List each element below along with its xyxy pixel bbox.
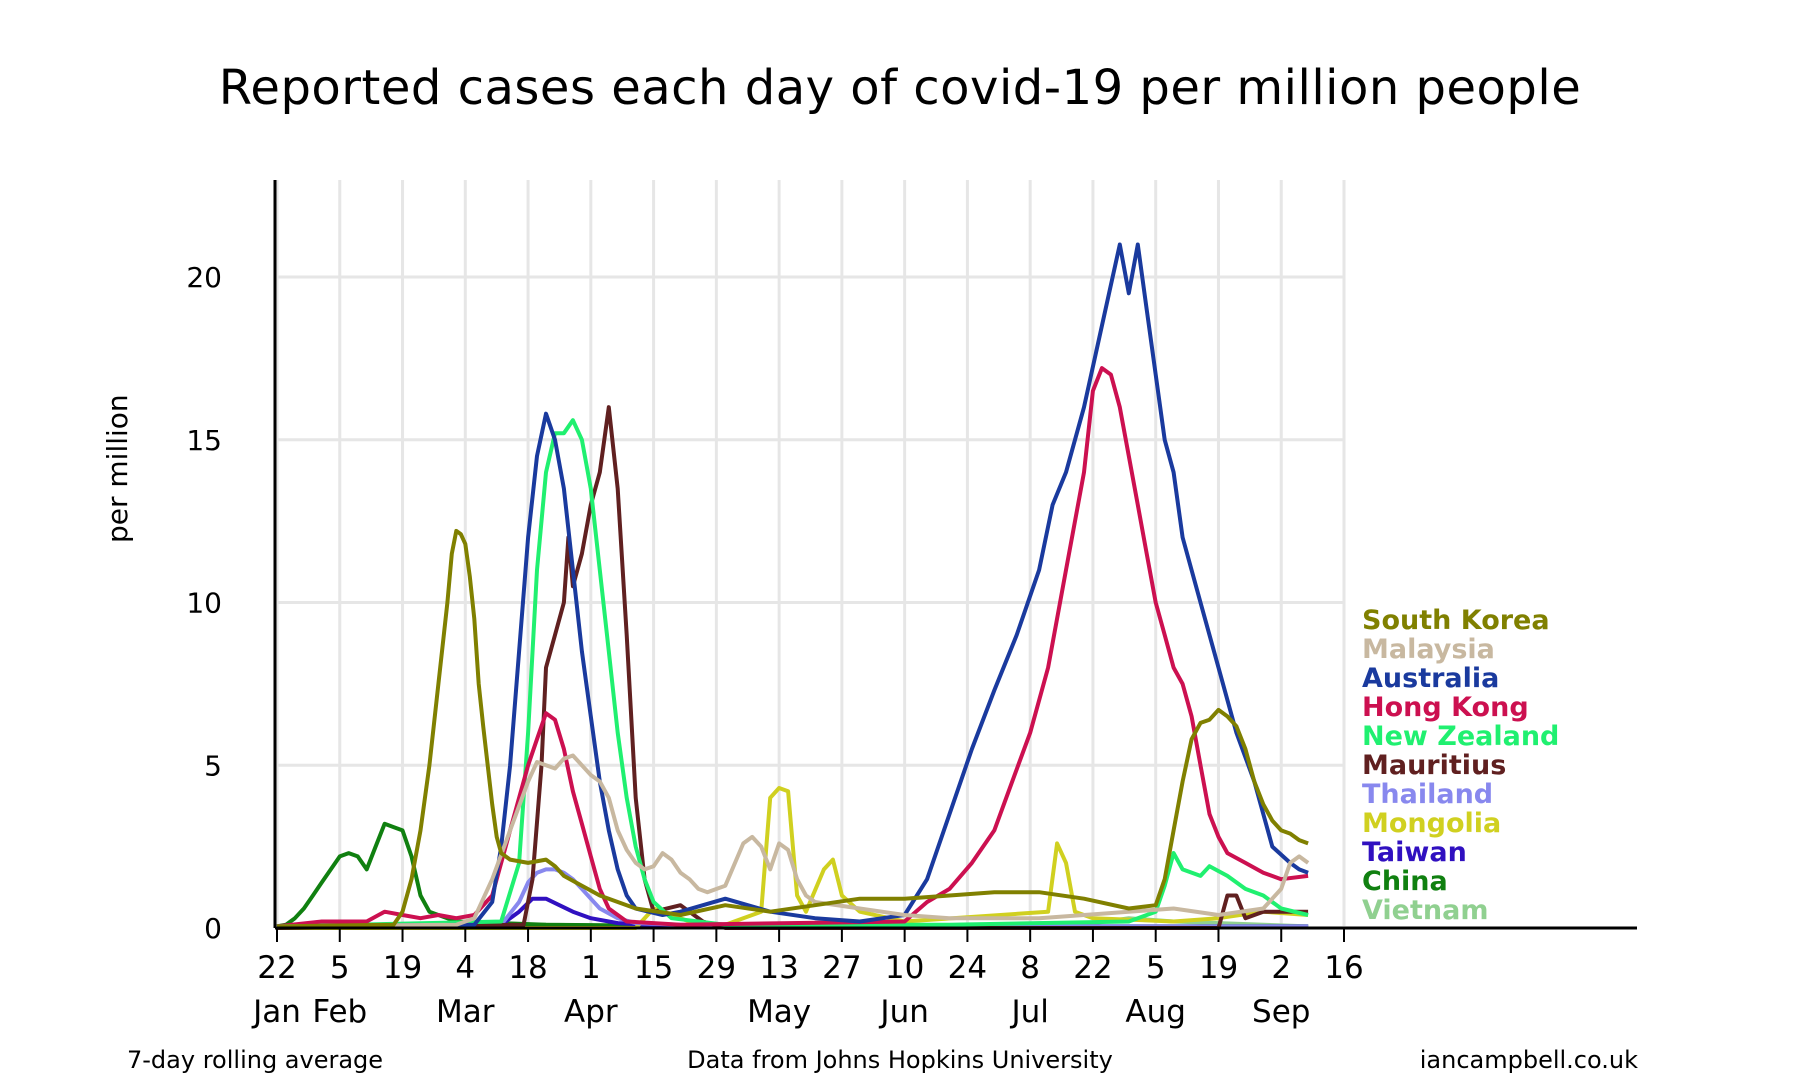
grid-lines [275,180,1346,926]
series-line-new-zealand [276,418,1309,929]
chart-title: Reported cases each day of covid-19 per … [218,60,1582,116]
x-tick-day: 2 [1271,950,1291,986]
legend-item-malaysia: Malaysia [1362,634,1495,665]
legend-item-hong-kong: Hong Kong [1362,692,1529,723]
series-line-malaysia [276,753,1310,929]
x-tick-day: 19 [383,950,422,986]
y-tick-label: 5 [204,749,222,782]
x-tick-month: Jun [878,994,928,1030]
x-tick-month: May [747,994,811,1030]
legend-item-thailand: Thailand [1362,779,1494,810]
x-tick-month: Aug [1125,994,1186,1030]
y-axis-label: per million [101,394,134,543]
x-tick-day: 22 [1073,950,1112,986]
legend-item-new-zealand: New Zealand [1362,721,1560,752]
x-tick-month: Apr [564,994,618,1030]
footer-site: iancampbell.co.uk [1419,1046,1638,1074]
x-tick-month: Mar [436,994,495,1030]
legend-item-taiwan: Taiwan [1362,837,1467,868]
legend-item-china: China [1362,866,1448,897]
x-tick-day: 10 [885,950,924,986]
legend-item-australia: Australia [1362,663,1500,694]
tick-labels: 0 5 10 15 20 22 Jan 5 Feb 19 4 Mar 18 1 Apr 15 29 13 May 27… [186,261,1363,1030]
x-tick-day: 22 [257,950,296,986]
x-tick-day: 18 [508,950,547,986]
x-tick-day: 16 [1324,950,1363,986]
legend-item-vietnam: Vietnam [1362,895,1489,926]
x-tick-day: 15 [634,950,673,986]
axes [273,180,1637,930]
x-tick-day: 27 [822,950,861,986]
series-lines [276,242,1310,930]
x-tick-day: 8 [1020,950,1040,986]
series-line-mauritius [276,405,1309,930]
x-tick-month: Sep [1252,994,1310,1030]
x-tick-day: 19 [1199,950,1238,986]
x-tick-day: 4 [455,950,475,986]
y-tick-label: 20 [186,261,222,294]
footer-source: Data from Johns Hopkins University [687,1046,1113,1074]
legend: South Korea Malaysia Australia Hong Kong New… [1362,606,1559,925]
x-tick-day: 29 [697,950,736,986]
x-tick-day: 24 [948,950,987,986]
x-tick-month: Feb [312,994,367,1030]
x-tick-month: Jan [251,994,301,1030]
y-tick-label: 0 [204,912,222,945]
legend-item-mauritius: Mauritius [1362,750,1507,781]
x-tick-month: Jul [1009,994,1048,1030]
legend-item-south-korea: South Korea [1362,605,1550,636]
x-tick-day: 13 [759,950,798,986]
x-tick-day: 1 [581,950,601,986]
series-line-south-korea [276,528,1309,929]
x-tick-day: 5 [330,950,350,986]
y-tick-label: 15 [186,424,222,457]
y-tick-label: 10 [186,587,222,620]
x-tick-day: 5 [1146,950,1166,986]
legend-item-mongolia: Mongolia [1362,808,1502,839]
footer-note: 7-day rolling average [127,1046,384,1074]
